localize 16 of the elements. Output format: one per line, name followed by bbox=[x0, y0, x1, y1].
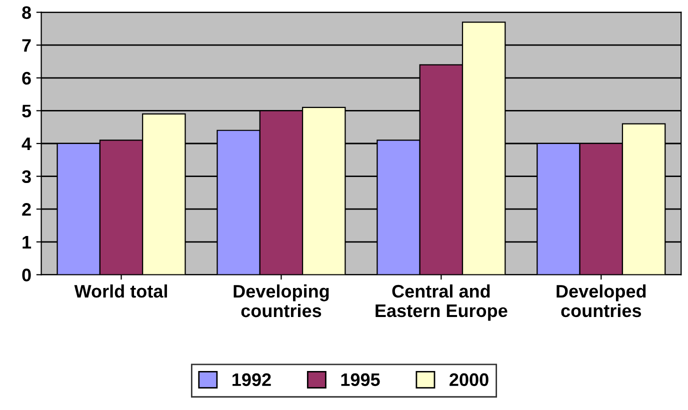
x-tick-label: Central and Eastern Europe bbox=[376, 284, 508, 321]
legend-label: 1995 bbox=[341, 373, 380, 386]
y-tick-label: 1 bbox=[22, 236, 32, 248]
x-tick-label: World total bbox=[74, 284, 167, 298]
legend-label: 2000 bbox=[450, 373, 488, 386]
y-tick-label: 3 bbox=[22, 170, 31, 184]
y-tick-label: 5 bbox=[22, 104, 32, 118]
x-tick-label: Developing countries bbox=[234, 284, 329, 318]
y-tick-label: 6 bbox=[22, 72, 31, 85]
legend-label: 1992 bbox=[232, 373, 271, 386]
y-tick-label: 0 bbox=[22, 268, 31, 282]
x-tick-label: Developed countries bbox=[556, 284, 646, 318]
y-tick-label: 4 bbox=[22, 138, 32, 150]
y-tick-label: 2 bbox=[22, 203, 31, 216]
y-tick-label: 7 bbox=[22, 39, 31, 52]
y-tick-label: 8 bbox=[22, 6, 32, 20]
